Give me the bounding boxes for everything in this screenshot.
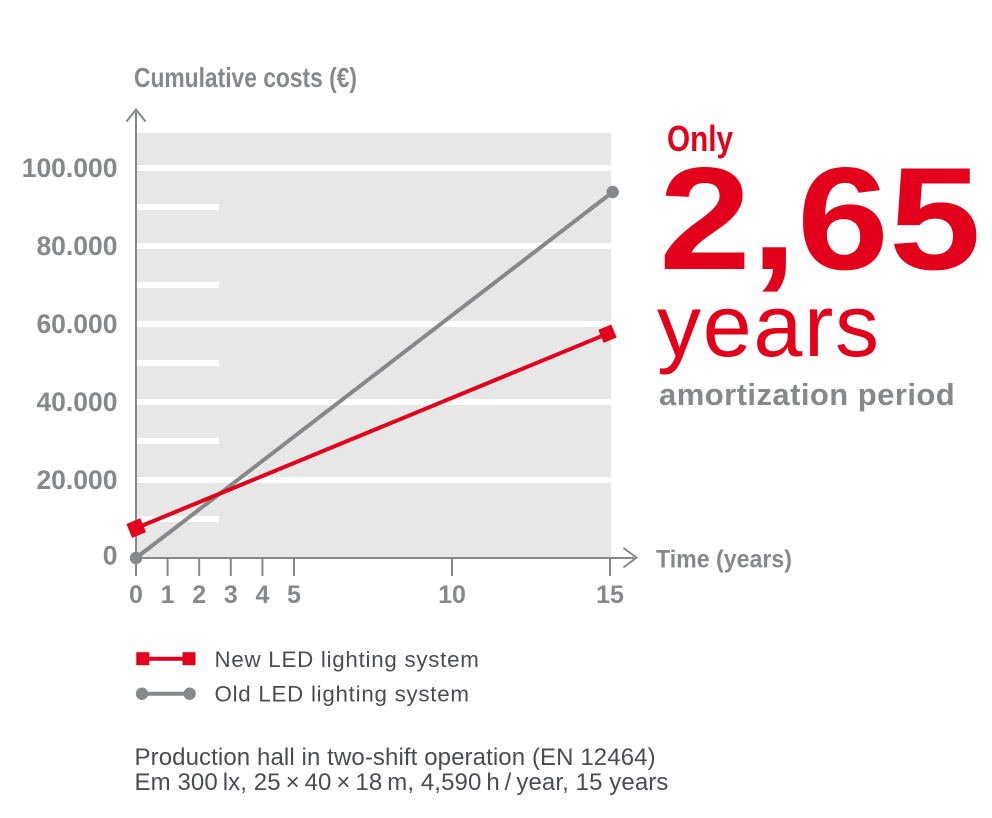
svg-text:2,65: 2,65 (659, 137, 981, 300)
svg-text:2: 2 (192, 581, 206, 609)
svg-text:New LED lighting system: New LED lighting system (215, 647, 480, 672)
svg-text:4: 4 (255, 581, 269, 609)
svg-text:10: 10 (438, 581, 466, 609)
svg-text:years: years (657, 276, 881, 375)
svg-text:20.000: 20.000 (36, 465, 117, 495)
svg-text:80.000: 80.000 (36, 231, 117, 261)
svg-text:Production hall in two-shift o: Production hall in two-shift operation (… (135, 744, 656, 771)
svg-text:3: 3 (224, 581, 238, 609)
svg-text:Only: Only (667, 118, 733, 159)
svg-text:amortization period: amortization period (659, 377, 955, 412)
svg-text:0: 0 (129, 581, 143, 609)
svg-text:60.000: 60.000 (36, 309, 117, 339)
svg-text:Em 300 lx, 25 × 40 × 18 m, 4,5: Em 300 lx, 25 × 40 × 18 m, 4,590 h / yea… (135, 769, 669, 796)
svg-text:40.000: 40.000 (36, 387, 117, 417)
svg-text:Cumulative costs (€): Cumulative costs (€) (134, 62, 357, 93)
svg-text:Time (years): Time (years) (656, 546, 792, 574)
svg-text:100.000: 100.000 (22, 153, 118, 183)
svg-text:1: 1 (161, 581, 175, 609)
svg-text:5: 5 (287, 581, 301, 609)
svg-text:15: 15 (596, 581, 624, 609)
svg-text:Old LED lighting system: Old LED lighting system (215, 682, 470, 707)
svg-text:0: 0 (103, 541, 118, 571)
